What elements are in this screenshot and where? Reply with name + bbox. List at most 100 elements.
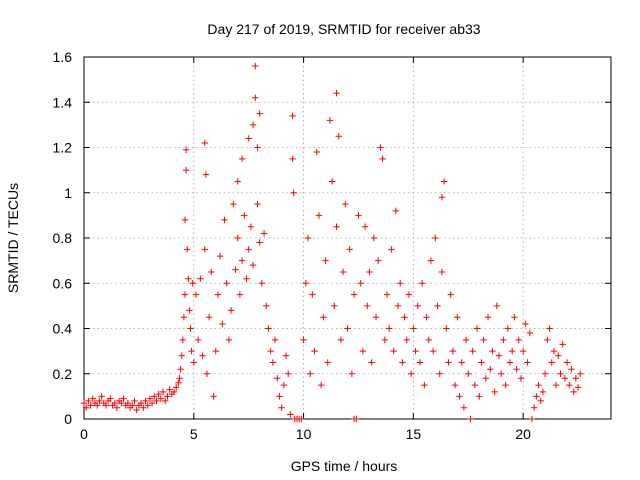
data-point [386,325,393,332]
data-point [381,336,389,344]
data-point [515,336,522,344]
y-tick-label: 0.2 [53,366,73,382]
data-point [484,313,492,321]
data-point [290,189,297,196]
data-point [513,366,520,373]
data-point [93,402,101,409]
data-point [234,178,241,185]
grid-lines [84,57,611,419]
data-point [178,352,185,359]
data-point [232,266,239,273]
data-point [107,395,114,402]
data-point [405,291,413,298]
data-point [111,399,118,407]
data-point [557,370,564,377]
data-point [203,370,211,377]
data-point [140,404,147,411]
data-point [522,320,529,328]
data-point [267,347,274,355]
data-point [407,370,415,377]
x-tick-label: 10 [296,426,312,442]
data-point [414,302,421,310]
data-point [412,347,419,355]
data-point [181,216,189,224]
data-point [210,393,217,400]
data-point [478,359,485,366]
data-point [541,370,549,377]
data-point [202,171,210,178]
data-point [221,216,228,224]
data-point [249,121,257,129]
data-point [559,341,566,348]
data-point [247,223,255,230]
data-point [493,302,501,310]
data-point [353,415,360,423]
data-point [454,313,461,321]
data-point [177,366,184,373]
data-point [234,234,241,242]
data-point [315,212,323,219]
data-point [546,325,553,332]
data-point [201,246,208,253]
data-point [287,411,294,418]
data-point [96,397,103,405]
data-point [533,393,540,400]
data-point [243,275,250,282]
data-point [469,347,476,355]
data-point [252,94,259,101]
data-point [506,359,514,366]
data-point [550,347,558,355]
x-tick-label: 20 [515,426,531,442]
y-tick-label: 0.8 [53,230,73,246]
data-point [300,336,307,344]
data-point [333,223,340,230]
data-point [212,347,219,355]
data-point [429,347,437,355]
data-point [555,352,562,359]
data-point [331,302,338,310]
data-point [526,329,533,337]
data-point [223,280,230,287]
data-point [188,347,195,355]
data-point [258,280,266,287]
data-point [185,275,192,282]
data-point [197,275,204,282]
data-point [480,336,487,344]
data-point [563,359,571,366]
data-point [403,336,410,344]
x-axis-label: GPS time / hours [291,458,398,474]
data-point [326,117,334,124]
data-point [443,325,450,332]
data-point [155,390,162,398]
data-point [142,397,149,405]
data-point [133,406,140,414]
data-point [451,381,459,389]
data-point [462,336,470,344]
data-point [344,325,351,332]
data-point [118,399,125,407]
data-point [537,397,544,405]
data-point [263,302,270,310]
data-point [254,200,261,208]
data-points [80,62,584,423]
data-point [350,291,358,298]
data-point [337,336,345,344]
data-point [498,370,505,377]
data-point [80,399,88,407]
data-point [144,402,151,409]
data-point [335,132,342,140]
data-point [383,291,391,298]
data-point [219,320,226,328]
data-point [280,381,288,389]
data-point [445,359,452,366]
data-point [179,336,187,344]
data-point [339,268,347,276]
data-point [309,291,316,298]
data-point [98,393,105,400]
data-point [577,370,584,377]
data-point [528,415,536,423]
data-point [214,291,222,298]
data-point [189,280,196,287]
data-point [124,399,132,407]
data-point [278,404,285,411]
